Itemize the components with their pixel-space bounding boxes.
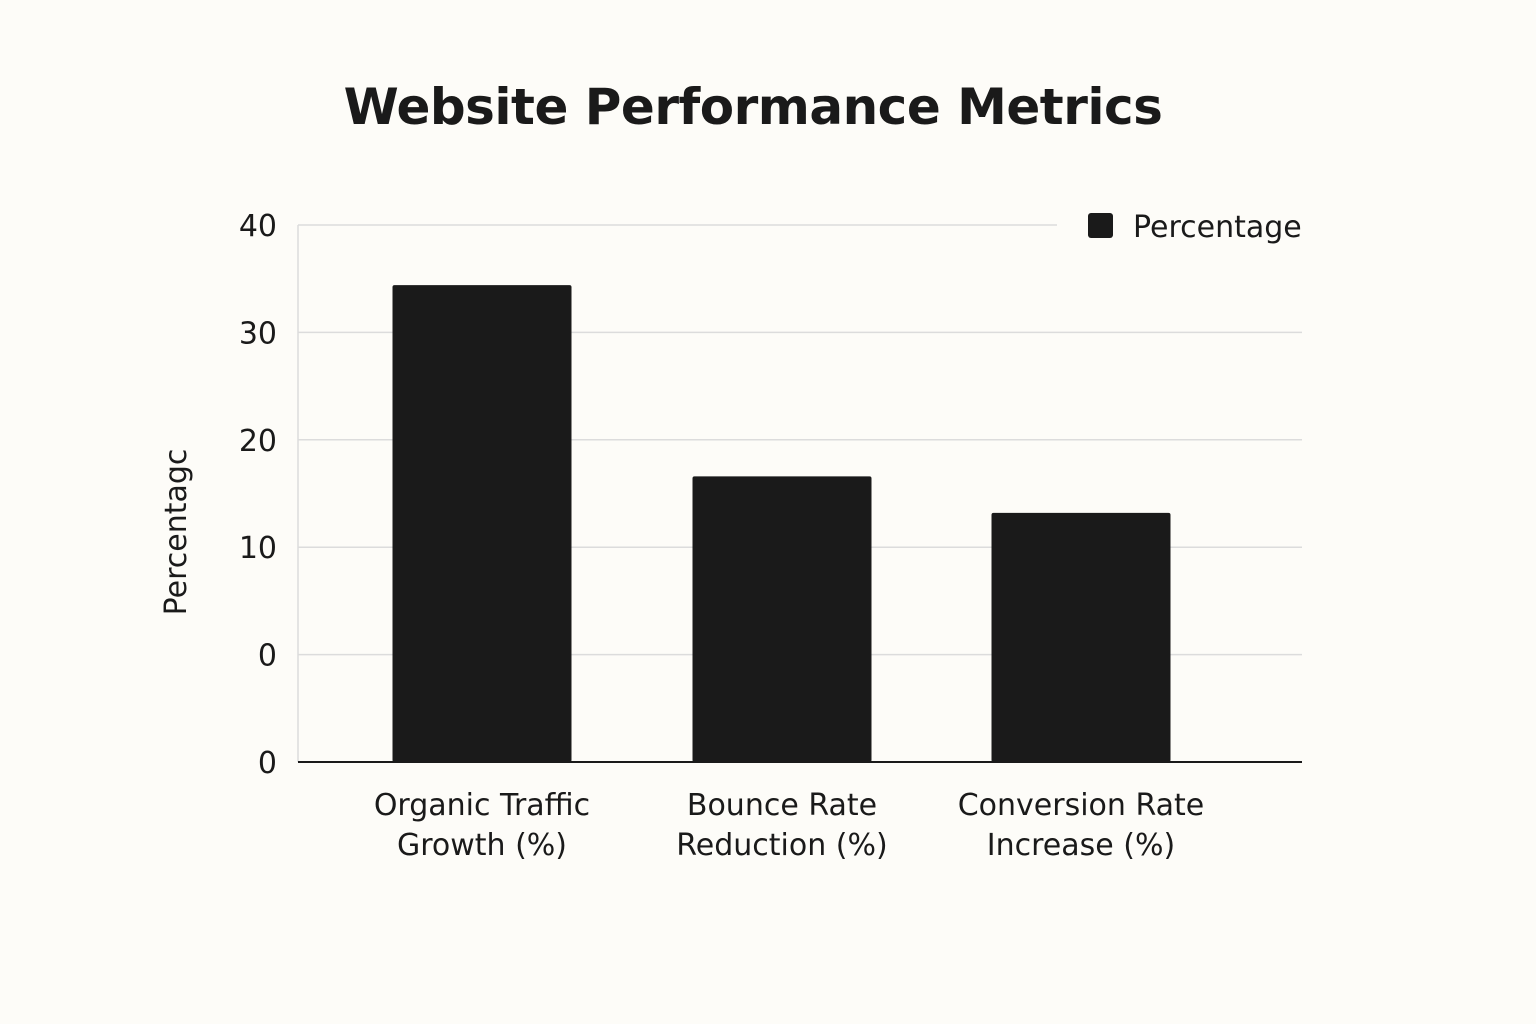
chart-title: Website Performance Metrics (343, 78, 1163, 136)
legend-swatch (1088, 213, 1113, 238)
bar (692, 476, 872, 762)
y-axis-label: Percentagc (159, 449, 194, 616)
y-tick-label: 40 (239, 209, 277, 244)
x-category-label: Organic Traffic (374, 788, 590, 823)
y-tick-label: 30 (239, 316, 277, 351)
x-category-label: Increase (%) (987, 828, 1175, 863)
y-tick-label: 20 (239, 424, 277, 459)
x-category-label: Bounce Rate (687, 788, 877, 823)
x-category-label: Conversion Rate (958, 788, 1205, 823)
bar (392, 285, 572, 762)
y-tick-label: 0 (258, 639, 277, 674)
bar (991, 512, 1171, 762)
y-tick-label: 0 (258, 746, 277, 781)
x-category-label: Growth (%) (397, 828, 567, 863)
legend-label: Percentage (1133, 210, 1302, 245)
x-category-label: Reduction (%) (676, 828, 887, 863)
y-tick-label: 10 (239, 531, 277, 566)
